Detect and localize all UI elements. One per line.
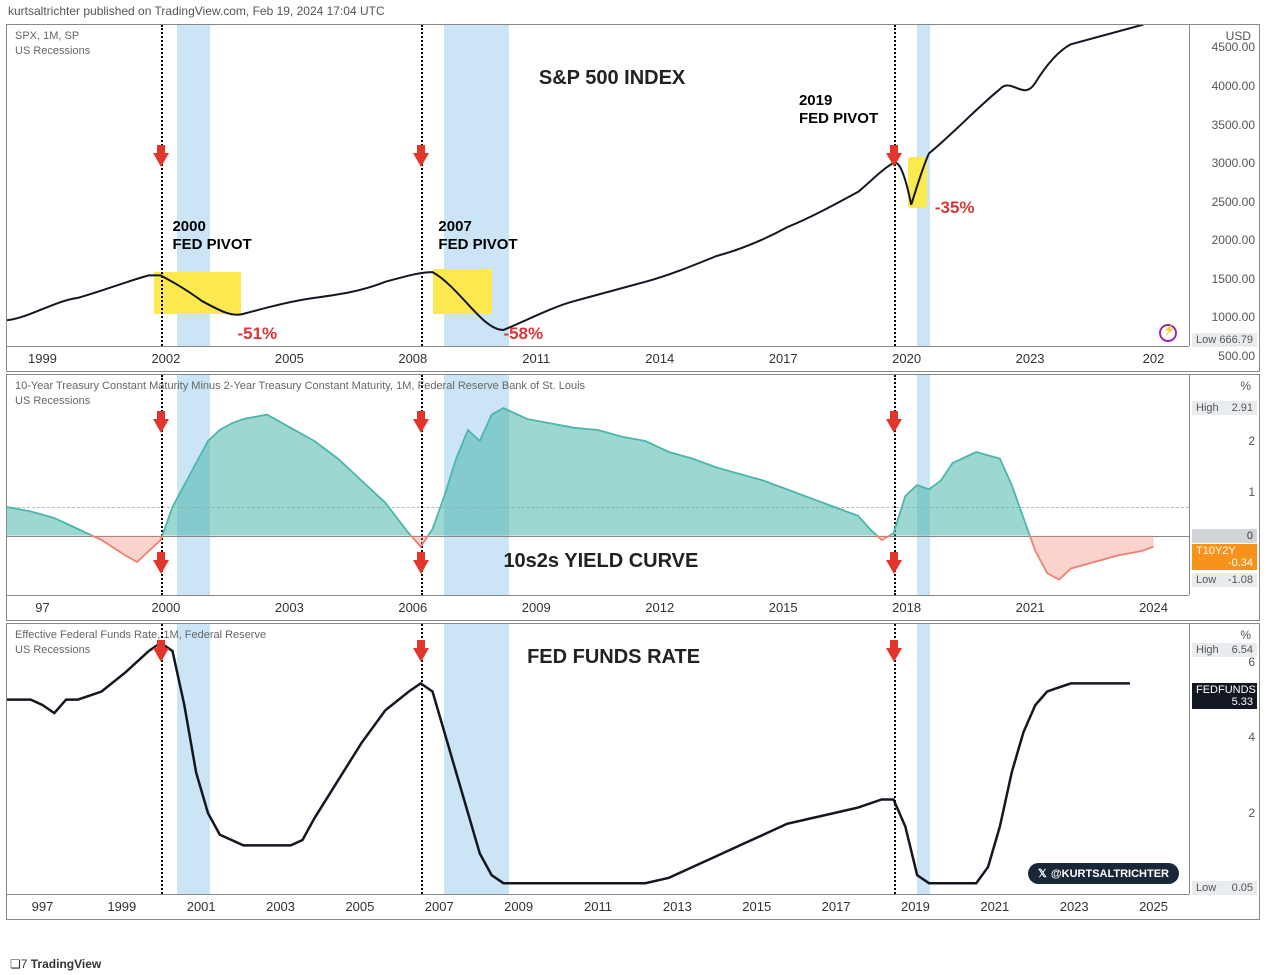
x-axis-yield: 97 2000 2003 2006 2009 2012 2015 2018 2021 2024: [7, 595, 1189, 620]
x-tick: 2021: [980, 899, 1009, 914]
drawdown-label: -58%: [503, 324, 543, 344]
red-arrow-icon: [153, 419, 169, 433]
x-tick: 2017: [769, 351, 798, 366]
y-tick: 1000.00: [1212, 310, 1255, 324]
x-tick: 2020: [892, 351, 921, 366]
chart-title: 10s2s YIELD CURVE: [503, 550, 698, 573]
x-tick: 2009: [522, 600, 551, 615]
red-arrow-icon: [153, 648, 169, 662]
publish-header: kurtsaltrichter published on TradingView…: [0, 0, 1266, 22]
x-tick: 2003: [266, 899, 295, 914]
x-tick: 2023: [1060, 899, 1089, 914]
red-arrow-icon: [153, 153, 169, 167]
x-tick: 2015: [742, 899, 771, 914]
y-axis-fedfunds: % 642High6.54Low0.05FEDFUNDS5.33: [1189, 624, 1259, 894]
x-tick: 2024: [1139, 600, 1168, 615]
chart-area-spx[interactable]: SPX, 1M, SP US Recessions 2000FED PIVOT 2…: [7, 25, 1189, 346]
panel-label-fedfunds: Effective Federal Funds Rate, 1M, Federa…: [15, 628, 266, 659]
red-arrow-icon: [413, 419, 429, 433]
value-badge: Low0.05: [1192, 881, 1257, 895]
y-tick: 2: [1248, 806, 1255, 820]
x-tick: 2019: [901, 899, 930, 914]
x-icon: 𝕏: [1038, 867, 1047, 880]
value-badge: High6.54: [1192, 643, 1257, 657]
y-tick: 4000.00: [1212, 79, 1255, 93]
red-arrow-icon: [153, 560, 169, 574]
social-handle-badge[interactable]: 𝕏 @KURTSALTRICHTER: [1028, 863, 1179, 884]
x-tick: 202: [1143, 351, 1165, 366]
x-tick: 2018: [892, 600, 921, 615]
chart-area-yield[interactable]: 10-Year Treasury Constant Maturity Minus…: [7, 375, 1189, 595]
pivot-label: 2007FED PIVOT: [438, 218, 517, 254]
x-tick: 2003: [275, 600, 304, 615]
y-tick: 6: [1248, 655, 1255, 669]
panel-label-yield: 10-Year Treasury Constant Maturity Minus…: [15, 379, 585, 410]
panel-spx: SPX, 1M, SP US Recessions 2000FED PIVOT 2…: [6, 24, 1260, 372]
panel-fedfunds: Effective Federal Funds Rate, 1M, Federa…: [6, 623, 1260, 920]
value-badge: High2.91: [1192, 401, 1257, 415]
chart-title: FED FUNDS RATE: [527, 646, 700, 669]
drawdown-label: -35%: [935, 198, 975, 218]
chart-area-fedfunds[interactable]: Effective Federal Funds Rate, 1M, Federa…: [7, 624, 1189, 894]
tradingview-footer: ❏7 TradingView: [10, 957, 101, 971]
x-tick: 997: [32, 899, 54, 914]
x-tick: 2021: [1016, 600, 1045, 615]
pivot-label: 2000FED PIVOT: [172, 218, 251, 254]
x-tick: 2015: [769, 600, 798, 615]
x-tick: 97: [35, 600, 49, 615]
x-tick: 2005: [275, 351, 304, 366]
chart-title: S&P 500 INDEX: [539, 67, 685, 90]
x-tick: 2009: [504, 899, 533, 914]
red-arrow-icon: [886, 560, 902, 574]
value-badge: FEDFUNDS5.33: [1192, 683, 1257, 709]
value-badge: T10Y2Y-0.34: [1192, 544, 1257, 570]
x-tick: 2001: [187, 899, 216, 914]
x-tick: 2017: [822, 899, 851, 914]
x-tick: 1999: [28, 351, 57, 366]
y-tick: 2500.00: [1212, 195, 1255, 209]
y-axis-yield: % 210High2.91Low-1.08T10Y2Y-0.340: [1189, 375, 1259, 595]
red-arrow-icon: [886, 419, 902, 433]
y-tick: 2: [1248, 434, 1255, 448]
red-arrow-icon: [886, 153, 902, 167]
value-badge: Low666.79: [1192, 333, 1257, 347]
y-tick: 4: [1248, 730, 1255, 744]
x-axis-spx: 1999 2002 2005 2008 2011 2014 2017 2020 2023 202: [7, 346, 1189, 371]
y-tick: 3000.00: [1212, 156, 1255, 170]
red-arrow-icon: [886, 648, 902, 662]
pivot-label: 2019FED PIVOT: [799, 92, 878, 128]
x-tick: 2008: [398, 351, 427, 366]
y-axis-spx: USD 4500.004000.003500.003000.002500.002…: [1189, 25, 1259, 346]
y-tick: 4500.00: [1212, 40, 1255, 54]
header-text: kurtsaltrichter published on TradingView…: [8, 4, 385, 18]
x-tick: 2012: [645, 600, 674, 615]
y-tick: 500.00: [1218, 349, 1255, 363]
x-tick: 1999: [107, 899, 136, 914]
drawdown-label: -51%: [237, 324, 277, 344]
x-tick: 2006: [398, 600, 427, 615]
x-tick: 2025: [1139, 899, 1168, 914]
y-tick: 3500.00: [1212, 118, 1255, 132]
value-badge: Low-1.08: [1192, 573, 1257, 587]
y-tick: 1500.00: [1212, 272, 1255, 286]
x-tick: 2002: [151, 351, 180, 366]
x-axis-fedfunds: 997 1999 2001 2003 2005 2007 2009 2011 2013 2015 2…: [7, 894, 1189, 919]
replay-icon[interactable]: [1159, 324, 1177, 342]
red-arrow-icon: [413, 648, 429, 662]
x-tick: 2013: [663, 899, 692, 914]
y-tick: 1: [1248, 485, 1255, 499]
x-tick: 2011: [584, 899, 612, 914]
x-tick: 2023: [1016, 351, 1045, 366]
panel-label-spx: SPX, 1M, SP US Recessions: [15, 29, 90, 60]
x-tick: 2007: [425, 899, 454, 914]
y-tick: 2000.00: [1212, 233, 1255, 247]
zero-badge: 0: [1192, 529, 1257, 543]
x-tick: 2014: [645, 351, 674, 366]
panel-yield: 10-Year Treasury Constant Maturity Minus…: [6, 374, 1260, 621]
x-tick: 2011: [522, 351, 550, 366]
x-tick: 2005: [345, 899, 374, 914]
x-tick: 2000: [151, 600, 180, 615]
red-arrow-icon: [413, 153, 429, 167]
red-arrow-icon: [413, 560, 429, 574]
